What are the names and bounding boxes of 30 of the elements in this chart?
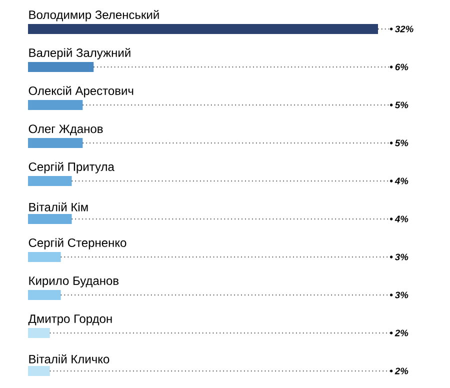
bar: [28, 62, 94, 72]
data-label: 4%: [394, 178, 408, 184]
data-label: 2%: [394, 368, 408, 374]
data-label: 2%: [394, 330, 408, 336]
data-label: 4%: [394, 216, 408, 222]
data-label: 3%: [394, 292, 408, 298]
y-tick-label: Володимир Зеленський: [29, 10, 159, 22]
data-label: 32%: [394, 26, 414, 32]
bar: [28, 328, 50, 338]
bar: [28, 366, 50, 376]
y-tick-label: Кирило Буданов: [29, 276, 119, 288]
y-tick-label: Віталій Кличко: [29, 354, 110, 364]
data-label: 3%: [394, 254, 408, 260]
y-tick-label: Валерій Залужний: [29, 48, 130, 60]
bar: [28, 176, 72, 186]
y-tick-label: Олег Жданов: [28, 124, 103, 136]
bar: [28, 214, 72, 224]
data-label: 5%: [395, 140, 408, 146]
y-tick-label: Віталій Кім: [29, 202, 88, 212]
y-tick-label: Олексій Арестович: [28, 86, 134, 98]
bar: [28, 252, 61, 262]
bar: [28, 290, 61, 300]
y-tick-label: Сергій Стерненко: [28, 238, 126, 250]
y-tick-label: Дмитро Гордон: [28, 314, 112, 326]
bar: [28, 100, 83, 110]
bar: [28, 24, 378, 34]
bar: [28, 138, 83, 148]
data-label: 5%: [395, 102, 408, 108]
y-tick-label: Сергій Притула: [28, 162, 114, 174]
data-label: 6%: [395, 64, 408, 70]
